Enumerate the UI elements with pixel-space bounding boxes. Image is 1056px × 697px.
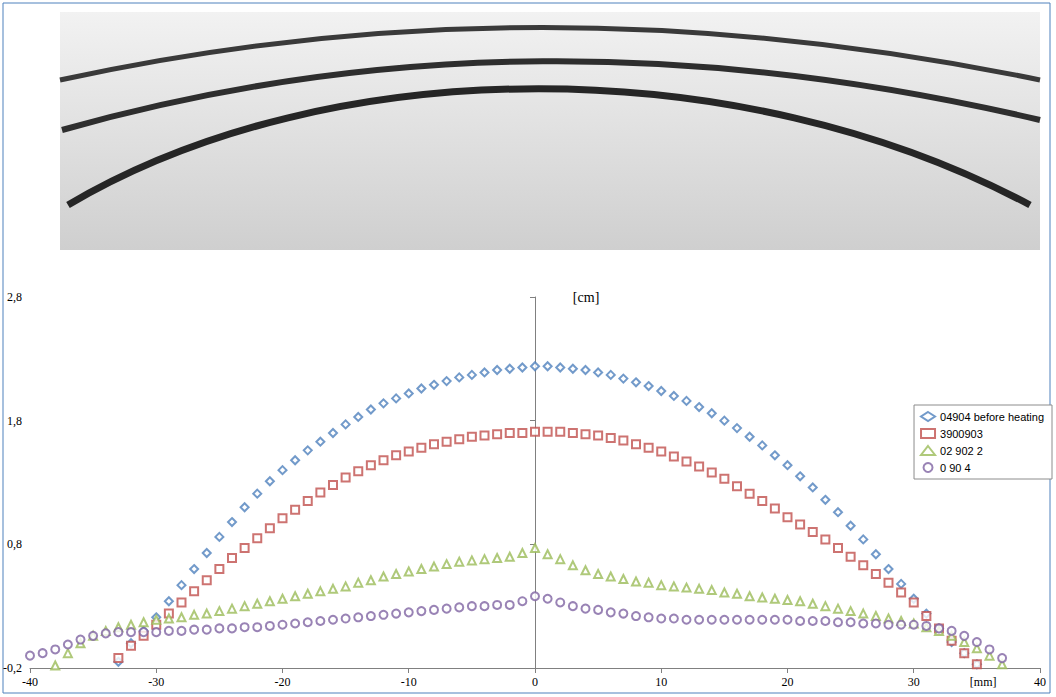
svg-text:[cm]: [cm]	[573, 290, 599, 305]
svg-text:2,8: 2,8	[7, 290, 22, 304]
svg-text:0 90 4: 0 90 4	[940, 462, 971, 474]
svg-text:-20: -20	[274, 675, 290, 689]
svg-text:3900903: 3900903	[940, 428, 983, 440]
svg-text:0,8: 0,8	[7, 537, 22, 551]
svg-text:10: 10	[655, 675, 667, 689]
svg-text:-40: -40	[22, 675, 38, 689]
svg-text:30: 30	[908, 675, 920, 689]
svg-text:0: 0	[532, 675, 538, 689]
svg-text:-0,2: -0,2	[3, 661, 22, 675]
svg-text:1,8: 1,8	[7, 414, 22, 428]
svg-text:-10: -10	[401, 675, 417, 689]
svg-text:20: 20	[781, 675, 793, 689]
svg-text:-30: -30	[148, 675, 164, 689]
svg-text:02 902 2: 02 902 2	[940, 445, 983, 457]
svg-text:04904 before heating: 04904 before heating	[940, 411, 1044, 423]
svg-text:40: 40	[1034, 675, 1046, 689]
svg-text:[mm]: [mm]	[970, 675, 997, 689]
